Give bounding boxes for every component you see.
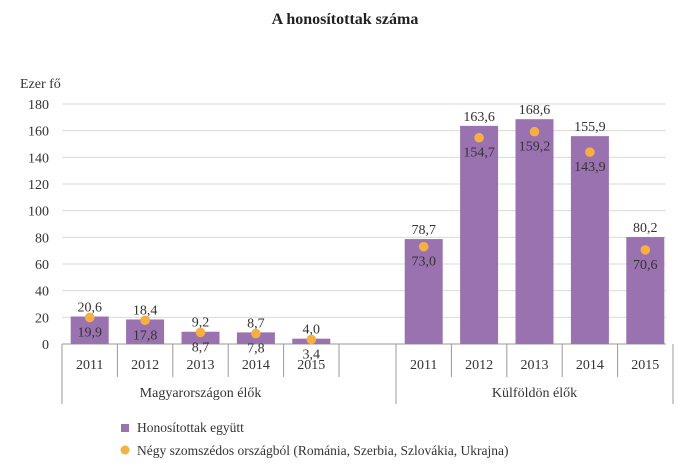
legend-label: Négy szomszédos országból (Románia, Szer…: [137, 443, 509, 458]
bar-value-label: 163,6: [463, 110, 495, 125]
legend-item-bars: Honosítottak együtt: [121, 420, 244, 435]
dot-value-label: 159,2: [519, 140, 551, 155]
dot-value-label: 3,4: [303, 347, 321, 362]
bar-value-label: 78,7: [411, 223, 436, 238]
x-tick-label: 2015: [297, 358, 325, 373]
legend-swatch-bar: [121, 424, 129, 432]
dot-marker: [84, 312, 95, 323]
gridlines: [62, 103, 666, 345]
dot-value-label: 73,0: [411, 255, 436, 270]
dot-marker: [474, 132, 484, 143]
x-tick-label: 2012: [465, 358, 493, 373]
bar: [181, 331, 220, 344]
x-tick-label: 2013: [187, 358, 215, 373]
bar-value-label: 9,2: [192, 316, 210, 331]
chart-title: A honosítottak száma: [272, 11, 419, 28]
x-tick-label: 2014: [576, 358, 604, 373]
dot-marker: [529, 126, 540, 137]
dot-value-label: 143,9: [574, 160, 606, 175]
y-tick-label: 80: [35, 231, 49, 246]
x-tick-label: 2014: [242, 358, 270, 373]
bars: [70, 119, 665, 344]
dot-marker: [306, 334, 317, 345]
y-tick-label: 100: [28, 205, 49, 220]
y-tick-label: 0: [42, 338, 49, 353]
dot-marker: [640, 245, 651, 255]
y-tick-label: 160: [28, 125, 49, 140]
dot-marker: [251, 328, 261, 339]
bar: [460, 125, 499, 344]
bar: [515, 119, 554, 344]
bar-value-label: 8,7: [247, 316, 265, 331]
x-group-label: Külföldön élők: [492, 386, 577, 401]
x-tick-label: 2012: [131, 358, 159, 373]
y-tick-labels: 0 20 40 60 80 100 120 140 160 180: [28, 98, 49, 353]
y-tick-label: 140: [28, 151, 49, 166]
bar-value-label: 168,6: [519, 103, 551, 118]
dot-value-label: 17,8: [133, 328, 158, 343]
y-tick-label: 20: [35, 311, 49, 326]
bar-value-label: 155,9: [574, 120, 606, 135]
x-tick-label: 2015: [631, 358, 659, 373]
dot-marker: [140, 315, 150, 326]
dot-marker: [418, 241, 429, 252]
x-axis: 2011 2012 2013 2014 2015 Magyarországon élők 2…: [61, 344, 674, 404]
data-labels: 20,6 19,9 18,4 17,8 9,2 8,7 8,7 7,8 4,0 3,4 78,7 73…: [77, 103, 657, 362]
y-tick-label: 60: [35, 258, 49, 273]
legend-label: Honosítottak együtt: [137, 420, 244, 435]
dot-value-label: 8,7: [192, 340, 210, 355]
x-tick-label: 2013: [521, 358, 549, 373]
y-tick-label: 40: [35, 285, 49, 300]
x-tick-label: 2011: [76, 358, 103, 373]
x-group-label: Magyarországon élők: [140, 386, 262, 401]
legend-item-dots: Négy szomszédos országból (Románia, Szer…: [120, 443, 509, 458]
bar: [570, 136, 609, 344]
legend: Honosítottak együtt Négy szomszédos orszá…: [120, 420, 509, 458]
dot-value-label: 19,9: [77, 325, 102, 340]
dot-marker: [195, 327, 206, 338]
bar-value-label: 18,4: [133, 303, 158, 318]
bar-value-label: 80,2: [633, 221, 658, 236]
dot-marker: [585, 147, 595, 157]
dot-value-label: 154,7: [463, 146, 495, 161]
x-tick-label: 2011: [410, 358, 437, 373]
legend-swatch-dot: [120, 445, 130, 455]
y-tick-label: 120: [28, 178, 49, 193]
dot-value-label: 7,8: [247, 342, 265, 357]
bar: [626, 237, 665, 344]
bar-value-label: 20,6: [77, 301, 102, 316]
dot-value-label: 70,6: [633, 258, 658, 273]
bar-value-label: 4,0: [303, 323, 321, 338]
bar: [404, 239, 443, 344]
y-axis-label: Ezer fő: [20, 77, 61, 92]
y-tick-label: 180: [28, 98, 49, 113]
